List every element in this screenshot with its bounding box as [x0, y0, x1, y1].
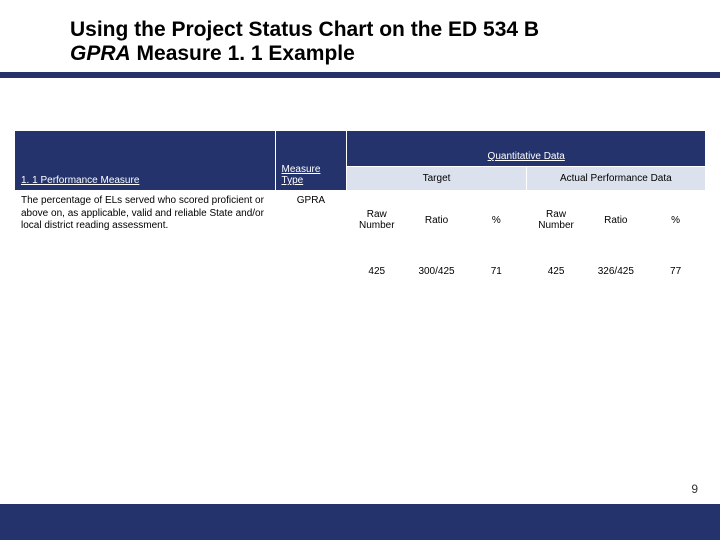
col-label: Ratio [586, 191, 646, 250]
title-line-2: GPRA Measure 1. 1 Example [70, 42, 720, 66]
subhdr-target: Target [347, 167, 526, 191]
col-label: % [466, 191, 526, 250]
title-line-1: Using the Project Status Chart on the ED… [70, 18, 720, 42]
page-number: 9 [691, 482, 698, 496]
col-label: Raw Number [526, 191, 586, 250]
title-rest: Measure 1. 1 Example [131, 42, 355, 65]
col-label: Ratio [407, 191, 467, 250]
data-cell: 300/425 [407, 250, 467, 294]
data-cell: 77 [646, 250, 706, 294]
hdr-quant-data: Quantitative Data [347, 131, 706, 167]
footer-bar [0, 504, 720, 540]
measure-description: The percentage of ELs served who scored … [15, 191, 276, 294]
status-table: 1. 1 Performance Measure Measure Type Qu… [14, 130, 706, 294]
title-underline [0, 72, 720, 78]
subhdr-actual: Actual Performance Data [526, 167, 705, 191]
data-cell: 71 [466, 250, 526, 294]
title-italic: GPRA [70, 42, 131, 65]
table-desc-row: The percentage of ELs served who scored … [15, 191, 706, 250]
hdr-measure-type: Measure Type [275, 131, 347, 191]
col-label: Raw Number [347, 191, 407, 250]
data-cell: 425 [526, 250, 586, 294]
measure-type-value: GPRA [275, 191, 347, 294]
col-label: % [646, 191, 706, 250]
data-cell: 425 [347, 250, 407, 294]
data-cell: 326/425 [586, 250, 646, 294]
slide-title: Using the Project Status Chart on the ED… [0, 0, 720, 66]
table-header-row: 1. 1 Performance Measure Measure Type Qu… [15, 131, 706, 167]
hdr-performance-measure: 1. 1 Performance Measure [15, 131, 276, 191]
